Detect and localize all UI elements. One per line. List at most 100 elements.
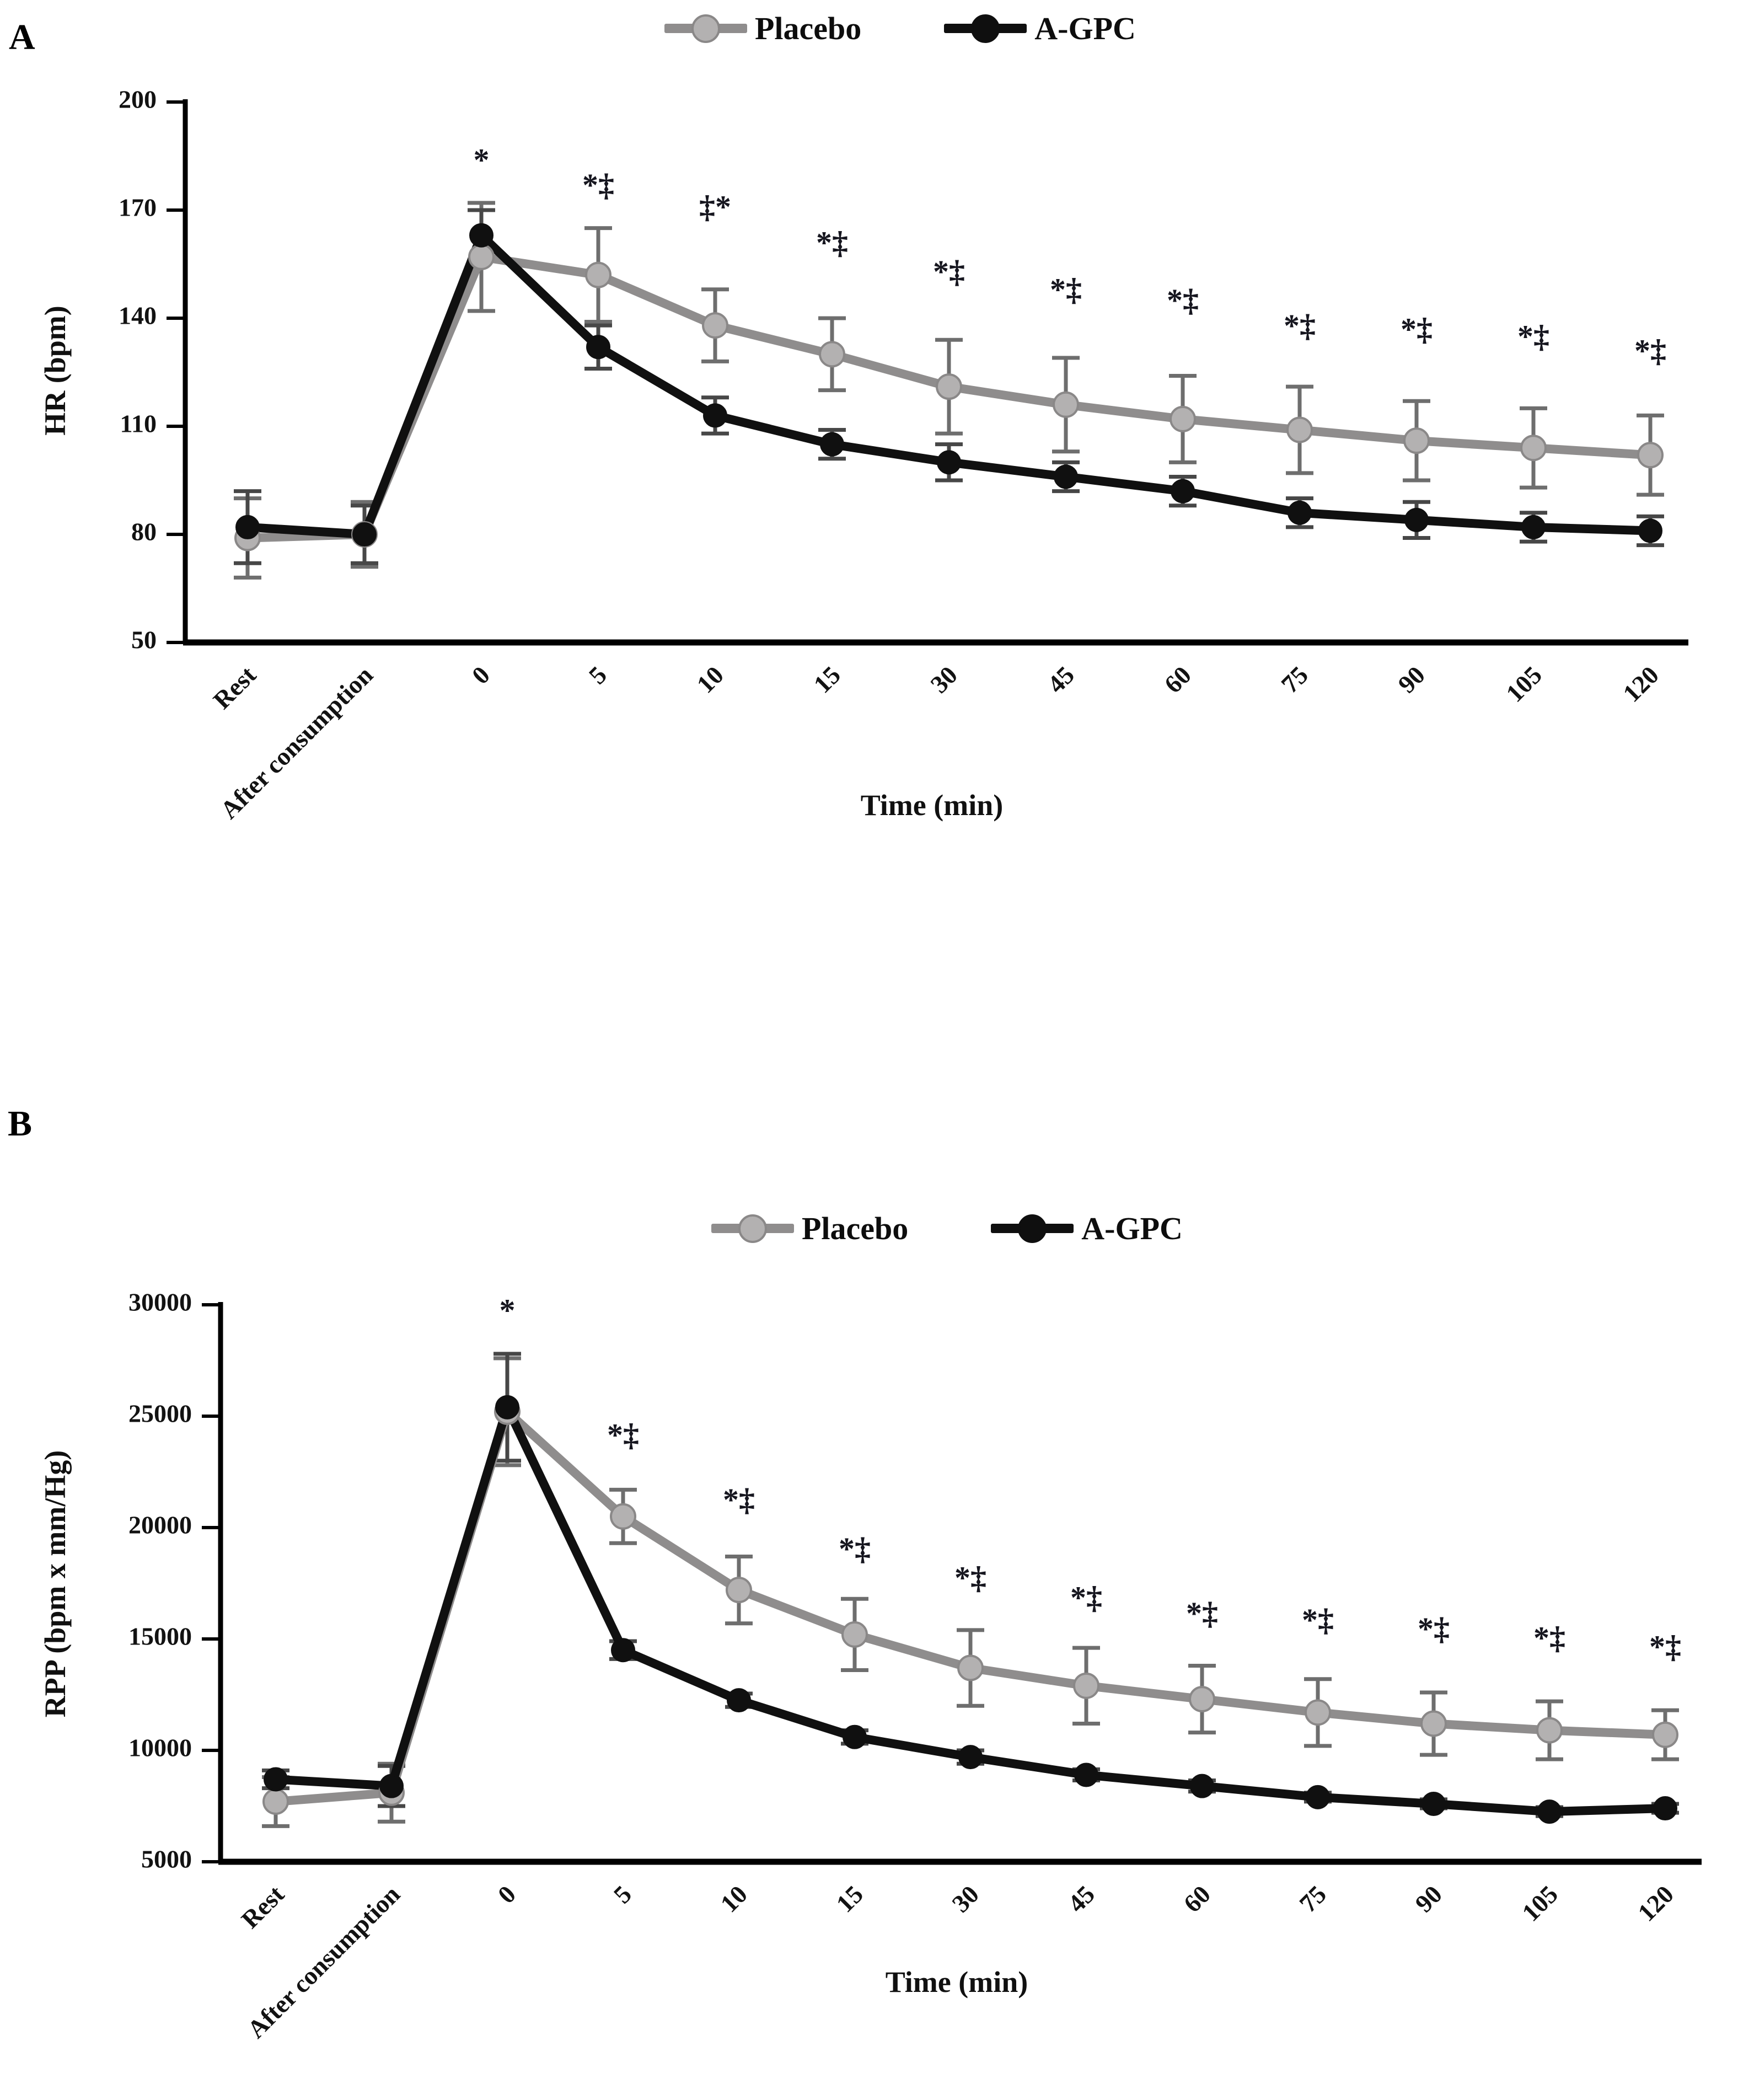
y-tick-label: 170: [119, 194, 157, 222]
x-tick-label: 60: [1178, 1880, 1216, 1918]
y-tick-label: 15000: [128, 1622, 192, 1651]
significance-annotation: *‡: [1418, 1611, 1450, 1647]
significance-annotation: *‡: [954, 1560, 986, 1595]
agpc-marker: [937, 450, 961, 475]
agpc-line-marker-icon: [991, 1214, 1074, 1243]
significance-annotation: *‡: [1167, 282, 1199, 318]
agpc-marker: [1638, 518, 1662, 543]
placebo-marker: [726, 1577, 752, 1604]
x-tick-label: 90: [1409, 1880, 1447, 1918]
significance-annotation: *‡: [1050, 272, 1082, 308]
y-tick-label: 50: [131, 626, 157, 654]
significance-annotation: *‡: [1302, 1602, 1334, 1638]
placebo-marker: [1286, 416, 1313, 443]
agpc-marker: [1171, 479, 1195, 503]
significance-annotation: *‡: [839, 1531, 871, 1567]
y-tick-label: 80: [131, 518, 157, 546]
placebo-marker: [957, 1654, 984, 1681]
panel-b-label: B: [8, 1103, 33, 1144]
x-tick-label: 120: [1632, 1880, 1679, 1927]
y-tick-label: 5000: [141, 1845, 192, 1873]
significance-annotation: *‡: [1070, 1580, 1102, 1616]
placebo-marker: [1305, 1699, 1331, 1726]
x-tick-label: 30: [946, 1880, 984, 1918]
x-tick-label: Rest: [208, 661, 262, 715]
agpc-marker: [1537, 1799, 1562, 1824]
x-tick-label: 105: [1500, 661, 1547, 708]
placebo-marker: [702, 312, 728, 339]
agpc-marker: [703, 403, 727, 428]
y-tick-label: 20000: [128, 1511, 192, 1539]
significance-annotation: *‡: [1186, 1595, 1218, 1631]
y-tick-label: 140: [119, 302, 157, 330]
placebo-dot-icon: [691, 14, 720, 43]
x-tick-label: Rest: [236, 1880, 290, 1934]
significance-annotation: *‡: [582, 167, 614, 203]
agpc-marker: [820, 432, 844, 457]
placebo-marker: [1520, 435, 1547, 462]
x-tick-label: 60: [1158, 661, 1197, 699]
significance-annotation: *‡: [607, 1417, 639, 1453]
placebo-marker: [1170, 405, 1196, 432]
placebo-marker: [1073, 1672, 1099, 1699]
significance-annotation: *‡: [1401, 311, 1433, 347]
agpc-line-marker-icon: [944, 14, 1027, 43]
y-axis-title: HR (bpm): [39, 306, 72, 436]
significance-annotation: *‡: [933, 254, 965, 290]
legend-item-placebo: Placebo: [664, 10, 861, 47]
x-tick-label: 45: [1042, 661, 1080, 699]
significance-annotation: *‡: [1533, 1620, 1565, 1656]
placebo-marker: [1652, 1721, 1678, 1748]
placebo-marker: [1536, 1717, 1563, 1744]
significance-annotation: *‡: [1517, 319, 1549, 355]
placebo-marker: [1403, 427, 1430, 454]
agpc-marker: [727, 1688, 751, 1713]
x-tick-label: 45: [1062, 1880, 1100, 1918]
agpc-marker: [264, 1767, 288, 1792]
legend-item-agpc: A-GPC: [991, 1210, 1183, 1247]
legend-label-agpc: A-GPC: [1081, 1210, 1183, 1246]
agpc-marker: [958, 1745, 983, 1770]
agpc-marker: [1074, 1763, 1098, 1787]
agpc-marker: [1054, 464, 1078, 489]
x-tick-label: 0: [466, 661, 495, 689]
x-tick-label: 15: [808, 661, 846, 699]
placebo-marker: [468, 243, 495, 270]
legend-item-agpc: A-GPC: [944, 10, 1136, 47]
placebo-line-marker-icon: [664, 14, 747, 43]
agpc-marker: [379, 1774, 404, 1798]
x-tick-label: 0: [492, 1880, 521, 1909]
agpc-marker: [1190, 1774, 1214, 1798]
x-tick-label: 5: [608, 1880, 637, 1909]
x-tick-label: 15: [830, 1880, 868, 1918]
agpc-marker: [586, 335, 610, 360]
placebo-dot-icon: [738, 1214, 767, 1243]
agpc-marker: [1521, 515, 1546, 539]
x-tick-label: 5: [583, 661, 612, 689]
y-tick-label: 110: [120, 410, 157, 438]
agpc-marker: [1306, 1785, 1330, 1809]
placebo-marker: [1420, 1710, 1447, 1737]
agpc-marker: [235, 515, 260, 539]
placebo-marker: [1053, 391, 1079, 418]
significance-annotation: *‡: [723, 1482, 755, 1518]
x-tick-label: 105: [1516, 1880, 1563, 1927]
significance-annotation: *: [500, 1292, 516, 1328]
significance-annotation: *‡: [1284, 308, 1316, 344]
legend-panel-a: Placebo A-GPC: [664, 10, 1136, 47]
x-axis-title: Time (min): [886, 1965, 1028, 1999]
placebo-marker: [1189, 1686, 1215, 1713]
agpc-marker: [352, 522, 377, 547]
legend-label-placebo: Placebo: [802, 1210, 909, 1246]
agpc-marker: [1288, 500, 1312, 525]
agpc-marker: [495, 1395, 519, 1419]
legend-label-placebo: Placebo: [755, 10, 862, 46]
y-tick-label: 25000: [128, 1400, 192, 1428]
x-tick-label: 10: [715, 1880, 753, 1918]
significance-annotation: *‡: [1649, 1629, 1681, 1665]
panel-a-label: A: [9, 17, 35, 57]
agpc-marker: [469, 223, 493, 248]
agpc-marker: [1421, 1791, 1446, 1816]
